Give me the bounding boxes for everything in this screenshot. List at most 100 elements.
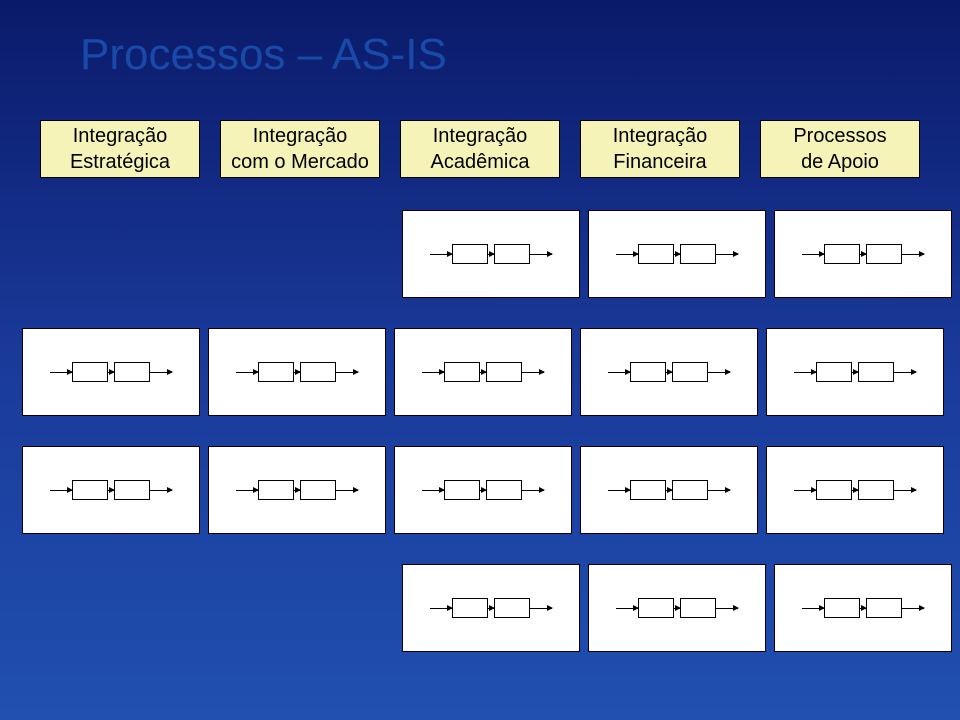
category-row: IntegraçãoEstratégicaIntegraçãocom o Mer… [0, 120, 960, 178]
process-row [0, 446, 960, 534]
arrow-icon [488, 608, 494, 609]
process-box [208, 328, 386, 416]
arrow-icon [716, 254, 738, 255]
arrow-icon [530, 254, 552, 255]
page-title: Processos – AS-IS [80, 30, 447, 80]
arrow-icon [666, 490, 672, 491]
arrow-icon [708, 490, 730, 491]
arrow-icon [480, 372, 486, 373]
process-box [208, 446, 386, 534]
arrow-icon [894, 490, 916, 491]
arrow-icon [616, 608, 638, 609]
arrow-icon [422, 490, 444, 491]
category-line1: Processos [761, 123, 919, 149]
arrow-icon [666, 372, 672, 373]
arrow-icon [50, 490, 72, 491]
arrow-icon [336, 372, 358, 373]
arrow-icon [716, 608, 738, 609]
arrow-icon [294, 372, 300, 373]
mini-flow-icon [616, 598, 738, 618]
mini-box [300, 480, 336, 500]
arrow-icon [674, 608, 680, 609]
mini-box [824, 244, 860, 264]
mini-box [114, 480, 150, 500]
category-line1: Integração [41, 123, 199, 149]
category-line2: Estratégica [41, 149, 199, 175]
mini-box [638, 598, 674, 618]
arrow-icon [150, 372, 172, 373]
arrow-icon [802, 254, 824, 255]
mini-box [494, 598, 530, 618]
mini-box [452, 244, 488, 264]
arrow-icon [852, 372, 858, 373]
mini-flow-icon [236, 480, 358, 500]
mini-box [444, 480, 480, 500]
arrow-icon [50, 372, 72, 373]
arrow-icon [236, 490, 258, 491]
arrow-icon [150, 490, 172, 491]
mini-box [72, 480, 108, 500]
category-line1: Integração [401, 123, 559, 149]
arrow-icon [530, 608, 552, 609]
arrow-icon [794, 372, 816, 373]
arrow-icon [794, 490, 816, 491]
mini-flow-icon [802, 244, 924, 264]
arrow-icon [616, 254, 638, 255]
arrow-icon [236, 372, 258, 373]
process-box [766, 328, 944, 416]
mini-box [672, 480, 708, 500]
arrow-icon [902, 608, 924, 609]
category-line1: Integração [221, 123, 379, 149]
process-box [766, 446, 944, 534]
category-line2: com o Mercado [221, 149, 379, 175]
mini-box [824, 598, 860, 618]
mini-box [630, 480, 666, 500]
process-box [402, 564, 580, 652]
mini-flow-icon [608, 480, 730, 500]
mini-flow-icon [236, 362, 358, 382]
mini-flow-icon [50, 362, 172, 382]
arrow-icon [522, 490, 544, 491]
arrow-icon [522, 372, 544, 373]
mini-box [858, 480, 894, 500]
spacer [22, 210, 394, 298]
mini-flow-icon [794, 480, 916, 500]
mini-box [486, 362, 522, 382]
category-box: IntegraçãoFinanceira [580, 120, 740, 178]
mini-box [816, 362, 852, 382]
mini-box [452, 598, 488, 618]
category-box: IntegraçãoEstratégica [40, 120, 200, 178]
arrow-icon [422, 372, 444, 373]
mini-box [258, 480, 294, 500]
mini-box [672, 362, 708, 382]
mini-flow-icon [794, 362, 916, 382]
process-box [22, 328, 200, 416]
arrow-icon [430, 608, 452, 609]
process-box [394, 328, 572, 416]
mini-box [486, 480, 522, 500]
mini-box [258, 362, 294, 382]
arrow-icon [860, 254, 866, 255]
mini-box [816, 480, 852, 500]
arrow-icon [108, 372, 114, 373]
process-row [0, 210, 960, 298]
category-line1: Integração [581, 123, 739, 149]
mini-box [300, 362, 336, 382]
process-box [588, 210, 766, 298]
arrow-icon [608, 490, 630, 491]
process-row [0, 328, 960, 416]
mini-flow-icon [430, 244, 552, 264]
arrow-icon [852, 490, 858, 491]
arrow-icon [294, 490, 300, 491]
process-box [580, 446, 758, 534]
mini-box [680, 244, 716, 264]
process-box [580, 328, 758, 416]
arrow-icon [608, 372, 630, 373]
mini-flow-icon [608, 362, 730, 382]
arrow-icon [480, 490, 486, 491]
process-box [402, 210, 580, 298]
mini-flow-icon [802, 598, 924, 618]
mini-flow-icon [616, 244, 738, 264]
arrow-icon [430, 254, 452, 255]
mini-box [638, 244, 674, 264]
